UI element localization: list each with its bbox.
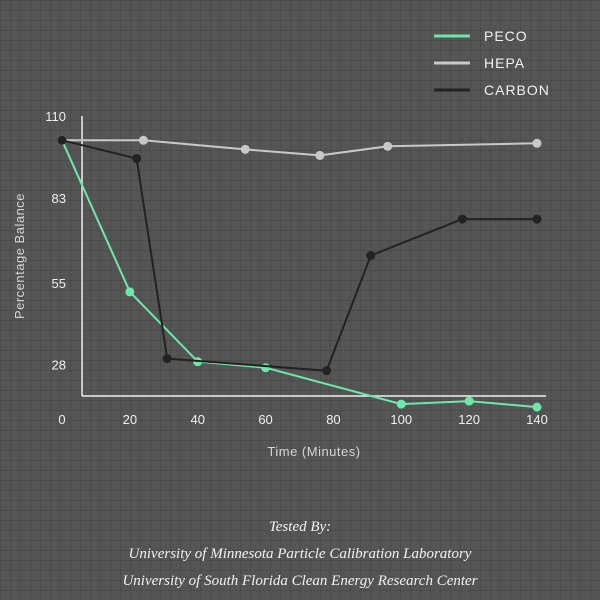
- data-point-carbon: [132, 153, 142, 163]
- x-tick-label: 40: [190, 412, 204, 427]
- x-tick-label: 60: [258, 412, 272, 427]
- data-point-carbon: [457, 214, 467, 224]
- data-point-hepa: [532, 138, 542, 148]
- y-tick-label: 55: [52, 276, 66, 291]
- y-tick-labels: 110 83 55 28: [45, 109, 66, 373]
- legend-label-hepa: HEPA: [484, 55, 525, 71]
- series-line-carbon: [61, 139, 537, 372]
- axes: [81, 116, 546, 397]
- y-tick-label: 83: [52, 191, 66, 206]
- y-tick-label: 28: [52, 358, 66, 373]
- data-point-peco: [464, 396, 474, 406]
- x-tick-labels: 0 20 40 60 80 100 120 140: [58, 412, 547, 427]
- x-tick-label: 120: [458, 412, 480, 427]
- series-line-hepa: [62, 139, 538, 157]
- legend-item-carbon: CARBON: [434, 82, 550, 98]
- x-tick-label: 0: [58, 412, 65, 427]
- series-line-peco: [61, 139, 538, 409]
- data-point-peco: [261, 363, 271, 373]
- credits-heading: Tested By:: [268, 519, 332, 535]
- data-point-carbon: [532, 214, 542, 224]
- data-point-peco: [125, 287, 135, 297]
- legend-item-hepa: HEPA: [434, 55, 525, 71]
- legend: PECO HEPA CARBON: [434, 28, 550, 98]
- credits-lab-1: University of Minnesota Particle Calibra…: [128, 546, 472, 562]
- credits-lab-2: University of South Florida Clean Energy…: [122, 573, 478, 589]
- legend-item-peco: PECO: [434, 28, 528, 44]
- x-tick-label: 20: [123, 412, 137, 427]
- data-point-hepa: [383, 141, 393, 151]
- data-point-peco: [396, 399, 406, 409]
- data-point-peco: [532, 402, 542, 412]
- data-point-carbon: [162, 354, 172, 364]
- data-point-hepa: [315, 150, 325, 160]
- y-tick-label: 110: [45, 109, 66, 124]
- data-point-carbon: [366, 251, 376, 260]
- data-point-carbon: [57, 135, 67, 145]
- series-group: [57, 135, 542, 412]
- data-point-carbon: [322, 366, 332, 376]
- y-axis-title: Percentage Balance: [12, 193, 27, 319]
- x-axis-title: Time (Minutes): [267, 444, 360, 459]
- legend-label-carbon: CARBON: [484, 82, 550, 98]
- x-tick-label: 140: [526, 412, 548, 427]
- data-point-hepa: [240, 144, 250, 154]
- series-carbon: [57, 135, 542, 376]
- series-peco: [57, 135, 542, 412]
- x-tick-label: 80: [326, 412, 340, 427]
- data-point-hepa: [138, 135, 148, 145]
- legend-label-peco: PECO: [484, 28, 528, 44]
- x-tick-label: 100: [390, 412, 412, 427]
- credits: Tested By: University of Minnesota Parti…: [0, 514, 600, 595]
